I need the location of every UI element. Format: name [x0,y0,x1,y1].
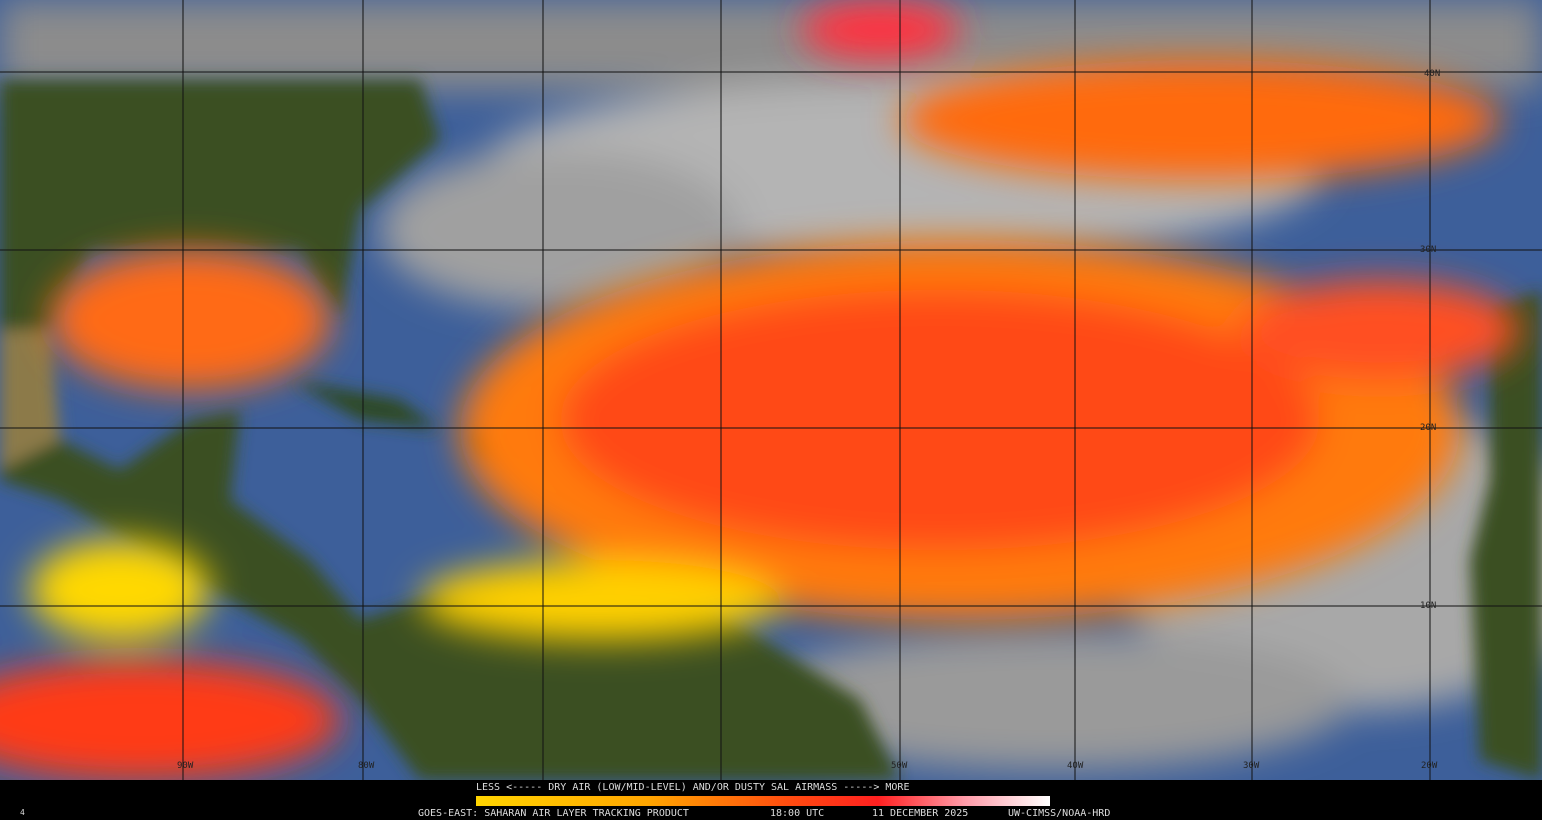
corner-mark: 4 [20,808,25,817]
lat-label: 10N [1420,601,1436,611]
legend-caption: LESS <----- DRY AIR (LOW/MID-LEVEL) AND/… [476,782,910,793]
product-name: GOES-EAST: SAHARAN AIR LAYER TRACKING PR… [418,808,689,819]
lat-label: 40N [1424,69,1440,79]
legend-color-bar [476,796,1050,806]
graticule [0,0,1542,780]
lat-label: 20N [1420,423,1436,433]
lon-label: 30W [1243,761,1260,771]
lon-label: 90W [177,761,194,771]
satellite-map: 40N 30N 20N 10N 90W 80W 50W 40W 30W 20W [0,0,1542,780]
credit: UW-CIMSS/NOAA-HRD [1008,808,1111,819]
lon-label: 50W [891,761,908,771]
lon-label: 20W [1421,761,1438,771]
sal-airmass [0,0,1520,780]
lon-label: 80W [358,761,375,771]
lon-label: 40W [1067,761,1084,771]
lat-label: 30N [1420,245,1436,255]
time: 18:00 UTC [770,808,825,819]
date: 11 DECEMBER 2025 [872,808,969,819]
